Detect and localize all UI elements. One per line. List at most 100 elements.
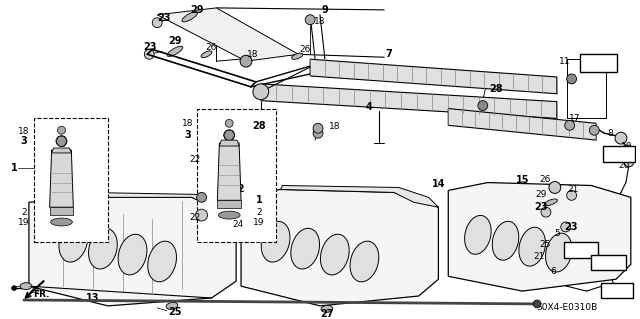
Text: 21: 21 [533, 252, 545, 261]
Text: 3: 3 [184, 130, 191, 140]
Text: 8: 8 [607, 129, 613, 138]
Text: 14: 14 [431, 179, 445, 189]
Text: 21: 21 [567, 185, 579, 194]
Text: 23: 23 [564, 222, 577, 232]
Text: 13: 13 [86, 293, 100, 303]
Text: E-2: E-2 [589, 58, 607, 68]
Circle shape [12, 286, 17, 291]
Ellipse shape [118, 234, 147, 275]
Circle shape [478, 101, 488, 110]
Text: 23: 23 [157, 13, 171, 23]
Text: 26: 26 [300, 45, 311, 54]
Bar [601, 283, 633, 298]
Text: 26: 26 [540, 175, 550, 184]
Text: 28: 28 [489, 84, 502, 94]
Text: 2: 2 [256, 208, 262, 217]
Ellipse shape [20, 283, 32, 290]
Ellipse shape [291, 228, 319, 269]
Ellipse shape [350, 241, 379, 282]
Circle shape [253, 84, 269, 100]
Text: B-4: B-4 [610, 149, 628, 159]
Ellipse shape [492, 221, 519, 260]
Polygon shape [52, 148, 71, 153]
Ellipse shape [321, 305, 333, 312]
Text: 23: 23 [534, 202, 548, 212]
Circle shape [313, 128, 323, 138]
Bar [603, 146, 635, 162]
Ellipse shape [88, 228, 117, 269]
Bar [564, 242, 598, 257]
Text: 19: 19 [18, 218, 29, 226]
Text: B-4: B-4 [608, 285, 626, 295]
Text: 20: 20 [618, 161, 630, 170]
Ellipse shape [545, 233, 572, 272]
Circle shape [305, 15, 315, 25]
Text: 29: 29 [168, 36, 182, 47]
Bar [34, 118, 108, 242]
Text: 18: 18 [18, 127, 29, 136]
Text: 26: 26 [206, 43, 217, 52]
Text: 11: 11 [559, 57, 570, 66]
Circle shape [225, 119, 233, 127]
Text: 1: 1 [255, 195, 262, 205]
Polygon shape [220, 140, 239, 146]
Polygon shape [280, 186, 438, 207]
Ellipse shape [59, 221, 88, 262]
Polygon shape [448, 182, 631, 291]
Text: 1: 1 [11, 163, 17, 173]
Text: 22: 22 [189, 155, 200, 164]
Text: 27: 27 [320, 309, 333, 319]
Text: FR.: FR. [33, 290, 50, 299]
Text: 18: 18 [329, 122, 340, 131]
Circle shape [566, 190, 577, 200]
Text: 4: 4 [366, 101, 372, 112]
Text: S0X4-E0310B: S0X4-E0310B [536, 303, 597, 312]
Ellipse shape [182, 12, 198, 22]
Text: E-2: E-2 [572, 245, 589, 255]
Text: E-2: E-2 [600, 257, 617, 267]
Ellipse shape [218, 211, 240, 219]
Polygon shape [448, 108, 596, 140]
Circle shape [152, 18, 162, 28]
Ellipse shape [201, 51, 212, 58]
Text: 17: 17 [569, 114, 580, 123]
Polygon shape [83, 192, 236, 212]
Text: 10: 10 [621, 142, 632, 151]
Text: 24: 24 [232, 220, 244, 229]
Ellipse shape [261, 221, 290, 262]
Text: 22: 22 [189, 212, 200, 222]
Circle shape [615, 132, 627, 144]
Ellipse shape [545, 199, 557, 205]
Text: 23: 23 [143, 42, 157, 52]
Circle shape [196, 192, 207, 202]
Text: 25: 25 [28, 286, 40, 295]
Text: 2: 2 [21, 208, 27, 217]
Text: 7: 7 [386, 49, 392, 59]
Polygon shape [260, 84, 557, 118]
Polygon shape [310, 59, 557, 94]
Bar [196, 108, 276, 242]
Circle shape [196, 209, 207, 221]
Polygon shape [29, 197, 236, 306]
Ellipse shape [519, 227, 545, 266]
Circle shape [623, 145, 633, 155]
Text: 6: 6 [550, 267, 556, 276]
Text: 18: 18 [314, 17, 326, 26]
Text: 3: 3 [20, 136, 28, 146]
Text: 9: 9 [321, 5, 328, 15]
Circle shape [549, 182, 561, 193]
Circle shape [541, 207, 551, 217]
Circle shape [240, 55, 252, 67]
Text: 12: 12 [232, 184, 246, 195]
Circle shape [313, 123, 323, 133]
Text: 5: 5 [554, 229, 560, 238]
Circle shape [145, 49, 154, 59]
Polygon shape [241, 189, 438, 306]
Bar [591, 255, 626, 271]
Circle shape [56, 136, 67, 146]
Ellipse shape [167, 46, 183, 56]
Ellipse shape [321, 234, 349, 275]
Ellipse shape [51, 218, 72, 226]
Text: 18: 18 [247, 50, 259, 59]
Ellipse shape [148, 241, 177, 282]
